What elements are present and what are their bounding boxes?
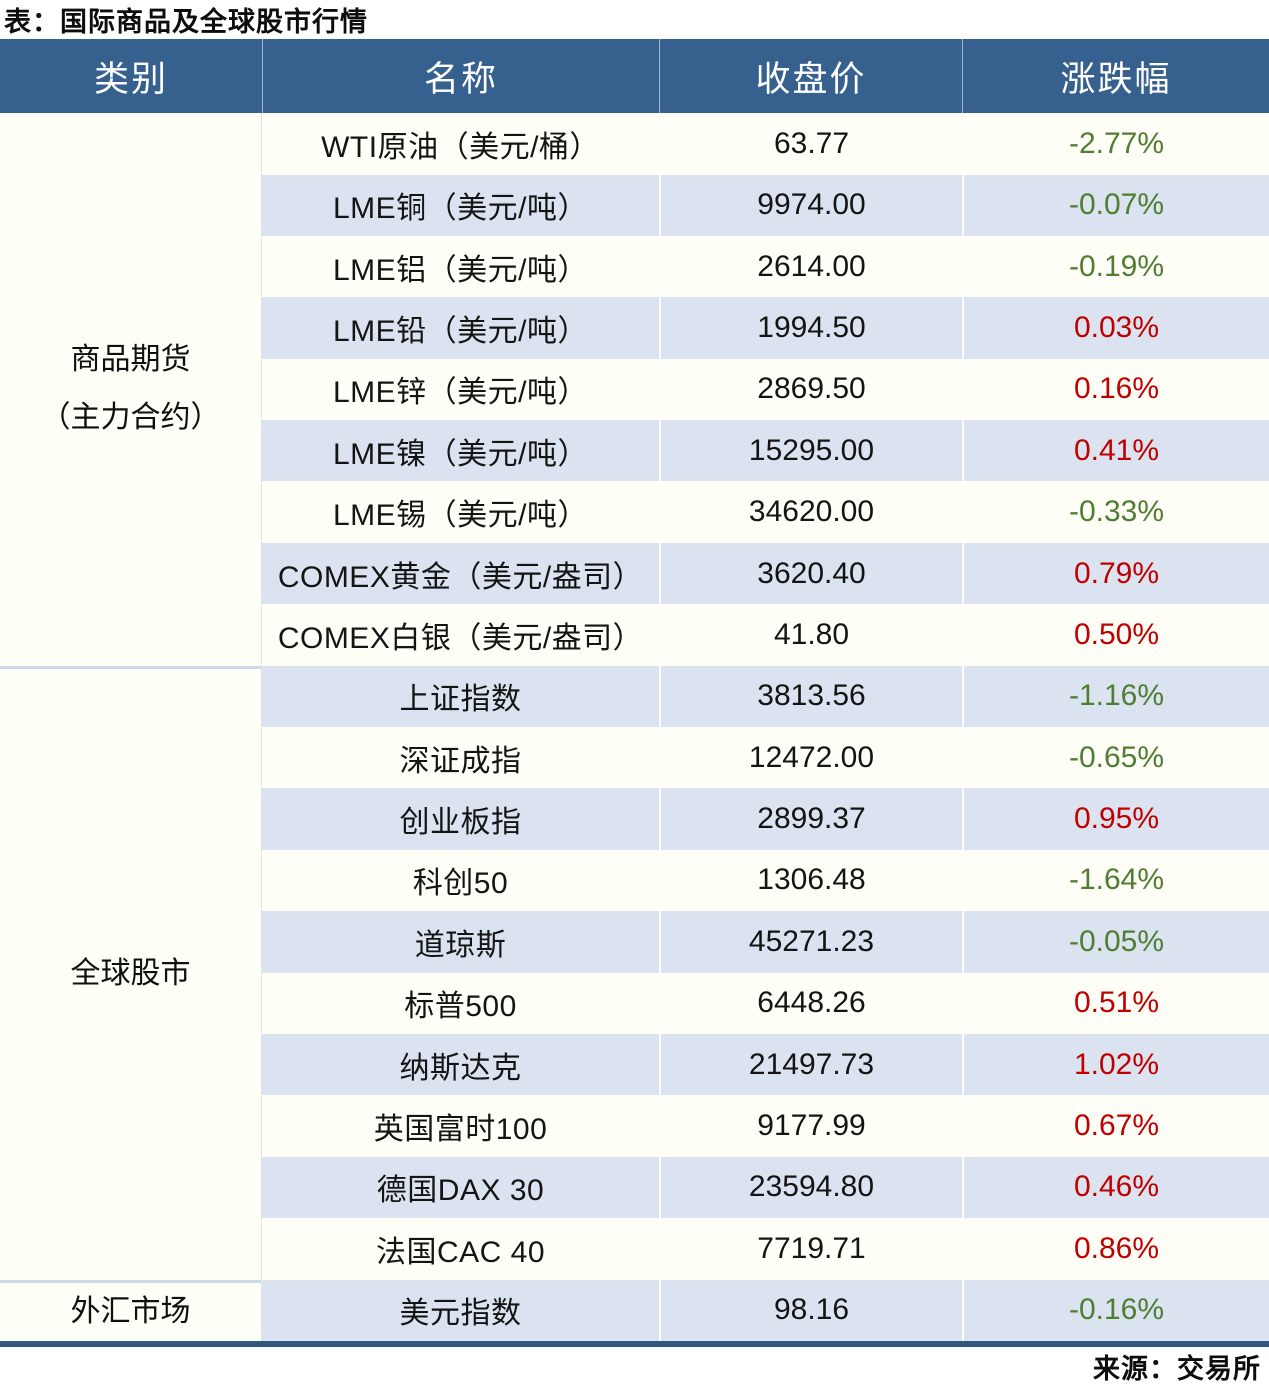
category-column: 商品期货 （主力合约） 全球股市外汇市场 xyxy=(0,113,262,1342)
table-row: 美元指数 98.16 -0.16% xyxy=(262,1279,1269,1341)
change-cell: -0.05% xyxy=(962,911,1269,973)
name-cell: LME镍（美元/吨） xyxy=(332,437,589,471)
change-cell: 0.86% xyxy=(962,1218,1269,1280)
name-cell: 英国富时100 xyxy=(373,1113,548,1147)
name-cell: 深证成指 xyxy=(399,744,522,778)
table-row: 英国富时100 9177.99 0.67% xyxy=(262,1095,1269,1157)
header-cell-close: 收盘价 xyxy=(659,39,962,114)
change-cell: -2.77% xyxy=(962,113,1269,175)
table-row: 科创50 1306.48 -1.64% xyxy=(262,849,1269,912)
header-cell-category: 类别 xyxy=(93,59,168,99)
change-cell: 0.51% xyxy=(962,972,1269,1034)
rows-column: WTI原油（美元/桶） 63.77 -2.77% LME铜（美元/吨） 9974.00-… xyxy=(262,113,1269,1341)
change-cell: 0.67% xyxy=(962,1095,1269,1157)
table-bottom-rule xyxy=(0,1341,1269,1347)
close-cell: 98.16 xyxy=(659,1279,962,1341)
close-cell: 41.80 xyxy=(659,604,962,666)
table-row: 德国DAX 30 23594.80 0.46% xyxy=(262,1156,1269,1219)
table-row: 道琼斯 45271.23 -0.05% xyxy=(262,911,1269,973)
table-row: LME镍（美元/吨） 15295.00 0.41% xyxy=(262,420,1269,482)
change-cell: 0.46% xyxy=(962,1156,1269,1219)
close-cell: 6448.26 xyxy=(659,972,962,1034)
close-cell: 2899.37 xyxy=(659,788,962,850)
change-cell: 0.95% xyxy=(962,788,1269,850)
table-row: LME铅（美元/吨） 1994.50 0.03% xyxy=(262,297,1269,359)
category-label-line: 商品期货 xyxy=(70,342,191,376)
name-cell: 道琼斯 xyxy=(414,928,507,962)
name-cell: 德国DAX 30 xyxy=(376,1174,545,1208)
name-cell: 标普500 xyxy=(404,990,517,1024)
close-cell: 7719.71 xyxy=(659,1218,962,1280)
change-cell: 0.50% xyxy=(962,604,1269,666)
close-cell: 2869.50 xyxy=(659,358,962,421)
change-cell: -1.64% xyxy=(962,849,1269,912)
name-cell: LME铝（美元/吨） xyxy=(332,253,589,287)
close-cell: 15295.00 xyxy=(659,420,962,482)
name-cell: LME锡（美元/吨） xyxy=(332,499,589,533)
name-cell: 法国CAC 40 xyxy=(375,1235,546,1269)
table-row: 创业板指 2899.37 0.95% xyxy=(262,788,1269,850)
table-row: 深证成指 12472.00 -0.65% xyxy=(262,727,1269,789)
close-cell: 21497.73 xyxy=(659,1033,962,1096)
name-cell: 美元指数 xyxy=(399,1297,522,1331)
close-cell: 3813.56 xyxy=(659,665,962,728)
change-cell: -0.16% xyxy=(962,1279,1269,1341)
category-cell: 商品期货 （主力合约） xyxy=(0,113,261,666)
table-row: 纳斯达克 21497.73 1.02% xyxy=(262,1033,1269,1096)
name-cell: LME锌（美元/吨） xyxy=(332,376,589,410)
table-row: LME锌（美元/吨） 2869.50 0.16% xyxy=(262,358,1269,421)
change-cell: 0.79% xyxy=(962,542,1269,605)
category-label-line: 全球股市 xyxy=(70,956,191,990)
table-row: COMEX白银（美元/盎司） 41.80 0.50% xyxy=(262,604,1269,666)
change-cell: 1.02% xyxy=(962,1033,1269,1096)
table-row: LME锡（美元/吨） 34620.00 -0.33% xyxy=(262,481,1269,543)
close-cell: 1306.48 xyxy=(659,849,962,912)
name-cell: 科创50 xyxy=(412,867,509,901)
change-cell: -1.16% xyxy=(962,665,1269,728)
close-cell: 12472.00 xyxy=(659,727,962,789)
name-cell: 纳斯达克 xyxy=(399,1051,522,1085)
close-cell: 23594.80 xyxy=(659,1156,962,1219)
change-cell: 0.16% xyxy=(962,358,1269,421)
close-cell: 1994.50 xyxy=(659,297,962,359)
close-cell: 9974.00 xyxy=(659,174,962,236)
category-cell: 全球股市 xyxy=(0,665,261,1280)
table-row: 标普500 6448.26 0.51% xyxy=(262,972,1269,1034)
table-row: COMEX黄金（美元/盎司） 3620.40 0.79% xyxy=(262,542,1269,605)
name-cell: LME铅（美元/吨） xyxy=(332,314,589,348)
name-cell: 创业板指 xyxy=(399,806,522,840)
change-cell: 0.03% xyxy=(962,297,1269,359)
close-cell: 34620.00 xyxy=(659,481,962,543)
change-cell: -0.33% xyxy=(962,481,1269,543)
name-cell: LME铜（美元/吨） xyxy=(332,192,589,226)
category-label-line: （主力合约） xyxy=(40,401,221,435)
change-cell: 0.41% xyxy=(962,420,1269,482)
name-cell: WTI原油（美元/桶） xyxy=(321,130,600,164)
table-title: 表：国际商品及全球股市行情 xyxy=(4,7,368,38)
change-cell: -0.07% xyxy=(962,174,1269,236)
close-cell: 2614.00 xyxy=(659,235,962,298)
change-cell: -0.19% xyxy=(962,235,1269,298)
table-row: LME铜（美元/吨） 9974.00 -0.07% xyxy=(262,174,1269,236)
source-note: 来源：交易所 xyxy=(1093,1354,1261,1384)
table-body: 商品期货 （主力合约） 全球股市外汇市场 WTI原油（美元/桶） 63.77 -2.77… xyxy=(0,113,1269,1342)
header-cell-change: 涨跌幅 xyxy=(962,39,1269,114)
table-row: WTI原油（美元/桶） 63.77 -2.77% xyxy=(262,113,1269,175)
table-header-row: 类别 名称 收盘价 涨跌幅 xyxy=(0,39,1269,114)
close-cell: 63.77 xyxy=(659,113,962,175)
table-row: LME铝（美元/吨） 2614.00 -0.19% xyxy=(262,235,1269,298)
change-cell: -0.65% xyxy=(962,727,1269,789)
table-row: 上证指数 3813.56 -1.16% xyxy=(262,665,1269,728)
header-cell-name: 名称 xyxy=(262,39,659,114)
category-cell: 外汇市场 xyxy=(0,1279,261,1341)
close-cell: 9177.99 xyxy=(659,1095,962,1157)
category-label-line: 外汇市场 xyxy=(70,1294,191,1328)
name-cell: COMEX白银（美元/盎司） xyxy=(277,621,644,655)
close-cell: 45271.23 xyxy=(659,911,962,973)
close-cell: 3620.40 xyxy=(659,542,962,605)
name-cell: COMEX黄金（美元/盎司） xyxy=(277,560,644,594)
table-row: 法国CAC 40 7719.71 0.86% xyxy=(262,1218,1269,1280)
name-cell: 上证指数 xyxy=(399,683,522,717)
